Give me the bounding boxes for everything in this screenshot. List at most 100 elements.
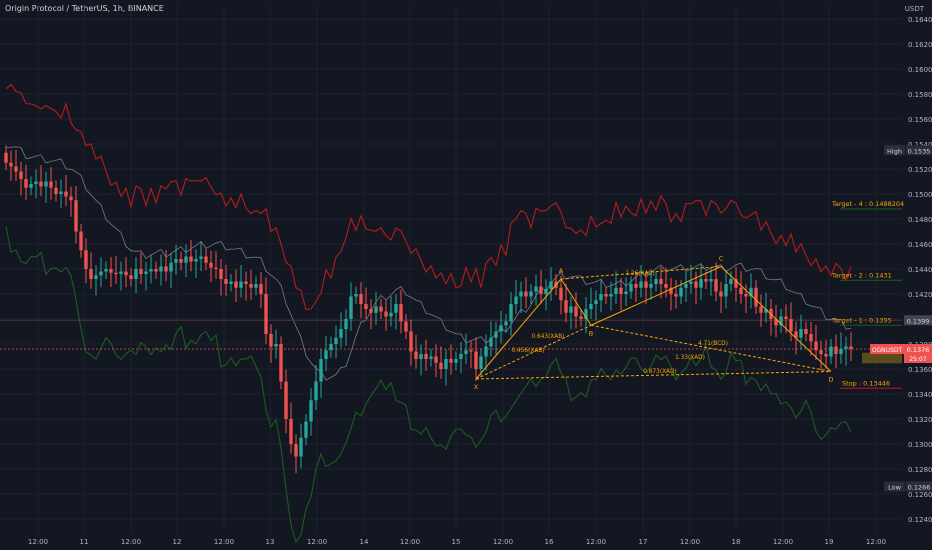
candle-body: [654, 279, 658, 284]
candle-body: [74, 200, 78, 232]
highlow-value: 0.1535: [908, 147, 931, 155]
candle-body: [284, 381, 288, 419]
candle-body: [794, 331, 798, 338]
candle-body: [409, 331, 413, 352]
x-tick-label: 15: [452, 538, 461, 546]
candle-body: [119, 271, 123, 274]
candle-body: [549, 281, 553, 289]
candle-body: [274, 344, 278, 347]
symbol-tag-label: OGNUSDT: [872, 347, 903, 354]
candle-body: [69, 196, 73, 201]
middle-band-line: [5, 146, 852, 381]
x-tick-label: 12:00: [214, 538, 234, 546]
candle-body: [109, 269, 113, 273]
candle-body: [644, 281, 648, 288]
candle-body: [789, 319, 793, 332]
candle-body: [259, 284, 263, 294]
last-price-value: 0.1376: [907, 346, 930, 354]
pattern-ratio-label: 1.33(XAD): [675, 355, 705, 361]
y-tick-label: 0.1280: [908, 466, 932, 474]
candle-body: [59, 191, 63, 194]
y-tick-label: 0.1640: [908, 16, 932, 24]
candle-body: [754, 287, 758, 307]
candle-body: [34, 181, 38, 184]
candle-body: [79, 231, 83, 251]
target-label: Target - 4 : 0.1488204: [831, 200, 904, 208]
candle-body: [814, 341, 818, 351]
x-tick-label: 12:00: [493, 538, 513, 546]
y-tick-label: 0.1440: [908, 266, 932, 274]
x-tick-label: 12: [173, 538, 182, 546]
candle-body: [359, 294, 363, 304]
candle-body: [744, 294, 748, 297]
x-tick-label: 11: [80, 538, 89, 546]
candle-body: [674, 294, 678, 297]
candle-body: [594, 300, 598, 304]
lower-band-line: [5, 226, 852, 544]
candle-body: [209, 262, 213, 268]
candle-body: [244, 281, 248, 284]
candle-body: [239, 281, 243, 288]
candle-body: [39, 181, 43, 187]
price-tags: High 0.1535 0.1399 OGNUSDT 0.1376 25:07 Low 0.1…: [870, 145, 932, 492]
entry-zone-box: [862, 352, 902, 364]
candle-body: [764, 309, 768, 313]
y-tick-label: 0.1520: [908, 166, 932, 174]
candle-body: [304, 421, 308, 438]
candle-body: [424, 354, 428, 359]
candle-body: [484, 346, 488, 357]
candlesticks: [4, 145, 853, 473]
y-tick-label: 0.1420: [908, 291, 932, 299]
target-label: Target - 2 : 0.1431: [831, 271, 892, 279]
harmonic-pattern: X A B C D 1.26(XAC) 0.643(XAB) 0.456(XAB) 4.71(B…: [474, 255, 834, 392]
candle-body: [94, 275, 98, 279]
candle-body: [684, 284, 688, 288]
bar-countdown: 25:07: [909, 356, 926, 363]
candle-body: [294, 444, 298, 457]
candle-body: [479, 356, 483, 369]
candle-body: [709, 279, 713, 282]
y-tick-label: 0.1240: [908, 516, 932, 524]
price-unit: USDT: [904, 5, 924, 13]
candle-body: [89, 269, 93, 279]
x-tick-label: 12:00: [400, 538, 420, 546]
upper-band-line: [5, 83, 852, 311]
candle-body: [534, 286, 538, 292]
candle-body: [9, 162, 13, 167]
highlow-label-box: [884, 481, 905, 492]
pattern-point-label: X: [474, 383, 479, 391]
candle-body: [634, 284, 638, 288]
candle-body: [579, 316, 583, 319]
candle-body: [449, 359, 453, 363]
candle-body: [819, 350, 823, 354]
level-lines: Target - 4 : 0.1488204 Target - 2 : 0.143…: [0, 200, 904, 389]
candle-body: [204, 256, 208, 263]
y-tick-label: 0.1600: [908, 66, 932, 74]
pattern-point-label: C: [719, 255, 724, 263]
candle-body: [734, 279, 738, 288]
candle-body: [564, 300, 568, 313]
candle-body: [324, 350, 328, 359]
candle-body: [649, 284, 653, 288]
x-tick-label: 18: [732, 538, 741, 546]
x-tick-label: 12:00: [773, 538, 793, 546]
candle-body: [219, 269, 223, 279]
grid: [0, 4, 902, 534]
highlow-value-box: [906, 481, 932, 492]
candle-body: [269, 334, 273, 347]
x-tick-label: 12:00: [680, 538, 700, 546]
candle-body: [129, 275, 133, 279]
candle-body: [389, 312, 393, 317]
candle-body: [614, 287, 618, 294]
candle-body: [369, 309, 373, 313]
candle-body: [689, 281, 693, 284]
candle-body: [499, 325, 503, 332]
candle-body: [394, 304, 398, 313]
y-tick-label: 0.1620: [908, 41, 932, 49]
highlow-value: 0.1266: [908, 484, 931, 492]
candle-body: [439, 362, 443, 369]
candle-body: [804, 329, 808, 334]
candle-body: [599, 294, 603, 301]
candle-body: [164, 266, 168, 272]
